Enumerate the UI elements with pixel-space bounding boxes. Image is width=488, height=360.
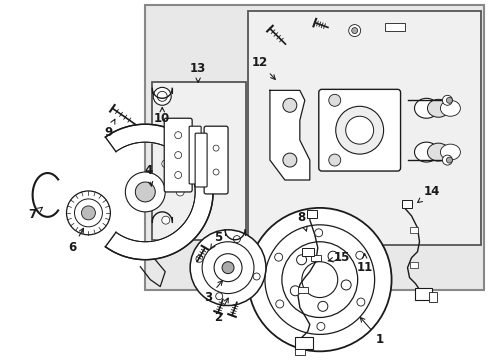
Text: 10: 10 bbox=[154, 107, 170, 125]
Circle shape bbox=[157, 91, 167, 101]
Bar bbox=[384, 23, 404, 31]
Bar bbox=[408, 262, 417, 268]
Text: 8: 8 bbox=[297, 211, 306, 231]
FancyBboxPatch shape bbox=[195, 133, 207, 187]
FancyBboxPatch shape bbox=[189, 126, 201, 184]
Text: 14: 14 bbox=[417, 185, 439, 203]
Ellipse shape bbox=[414, 142, 438, 162]
Text: 3: 3 bbox=[203, 281, 222, 304]
Circle shape bbox=[125, 172, 165, 212]
Circle shape bbox=[162, 216, 169, 224]
Bar bbox=[247, 11, 480, 245]
FancyBboxPatch shape bbox=[203, 126, 227, 194]
Circle shape bbox=[190, 230, 265, 306]
Circle shape bbox=[253, 273, 260, 280]
Text: 7: 7 bbox=[28, 207, 42, 221]
Circle shape bbox=[335, 106, 383, 154]
Circle shape bbox=[74, 199, 102, 227]
Circle shape bbox=[174, 152, 182, 159]
Circle shape bbox=[328, 94, 340, 106]
Circle shape bbox=[275, 300, 283, 308]
Circle shape bbox=[442, 95, 451, 105]
Bar bbox=[294, 349, 304, 355]
Text: 6: 6 bbox=[68, 228, 83, 254]
Bar bbox=[310, 255, 320, 261]
Circle shape bbox=[328, 154, 340, 166]
Ellipse shape bbox=[414, 98, 438, 118]
Polygon shape bbox=[269, 90, 309, 180]
Circle shape bbox=[356, 298, 364, 306]
Circle shape bbox=[214, 254, 242, 282]
Circle shape bbox=[316, 323, 324, 330]
Text: 12: 12 bbox=[251, 56, 275, 80]
Circle shape bbox=[283, 153, 296, 167]
Bar bbox=[152, 82, 245, 240]
Bar bbox=[408, 227, 417, 233]
Circle shape bbox=[345, 116, 373, 144]
Bar bbox=[306, 210, 316, 218]
Polygon shape bbox=[105, 124, 213, 260]
Circle shape bbox=[213, 169, 219, 175]
Ellipse shape bbox=[440, 100, 459, 116]
Text: 13: 13 bbox=[190, 62, 206, 82]
Circle shape bbox=[281, 242, 357, 318]
Circle shape bbox=[283, 98, 296, 112]
Circle shape bbox=[153, 87, 171, 105]
Circle shape bbox=[66, 191, 110, 235]
Circle shape bbox=[174, 171, 182, 179]
FancyBboxPatch shape bbox=[164, 118, 192, 192]
Circle shape bbox=[317, 301, 327, 311]
Circle shape bbox=[355, 251, 363, 259]
Circle shape bbox=[176, 188, 184, 196]
Ellipse shape bbox=[427, 143, 448, 161]
Circle shape bbox=[264, 225, 374, 334]
Bar bbox=[428, 292, 437, 302]
Circle shape bbox=[215, 293, 222, 300]
Bar bbox=[297, 287, 307, 293]
Circle shape bbox=[348, 24, 360, 37]
Circle shape bbox=[290, 286, 300, 296]
FancyBboxPatch shape bbox=[318, 89, 400, 171]
Circle shape bbox=[202, 242, 253, 293]
Circle shape bbox=[196, 255, 203, 262]
Circle shape bbox=[296, 255, 306, 265]
Circle shape bbox=[174, 132, 182, 139]
Circle shape bbox=[446, 97, 451, 103]
Circle shape bbox=[213, 145, 219, 151]
Circle shape bbox=[81, 206, 95, 220]
Circle shape bbox=[446, 157, 451, 163]
Text: 9: 9 bbox=[104, 119, 115, 139]
Circle shape bbox=[233, 236, 240, 243]
Bar bbox=[294, 337, 312, 349]
Bar bbox=[414, 288, 431, 300]
Ellipse shape bbox=[427, 99, 448, 117]
Circle shape bbox=[222, 262, 234, 274]
Circle shape bbox=[341, 280, 350, 290]
Ellipse shape bbox=[440, 144, 459, 160]
Circle shape bbox=[351, 28, 357, 33]
Text: 4: 4 bbox=[144, 163, 152, 186]
Circle shape bbox=[162, 160, 169, 168]
Circle shape bbox=[442, 155, 451, 165]
Text: 5: 5 bbox=[210, 231, 222, 249]
Circle shape bbox=[301, 262, 337, 298]
Text: 1: 1 bbox=[360, 318, 383, 346]
Bar bbox=[301, 248, 313, 256]
Circle shape bbox=[327, 251, 337, 261]
Text: 11: 11 bbox=[356, 254, 372, 274]
Bar bbox=[401, 200, 411, 208]
Text: 15: 15 bbox=[327, 251, 349, 264]
Circle shape bbox=[314, 229, 322, 237]
Bar bbox=[145, 5, 483, 289]
Circle shape bbox=[247, 208, 391, 351]
Circle shape bbox=[274, 253, 282, 261]
Circle shape bbox=[135, 182, 155, 202]
Text: 2: 2 bbox=[214, 298, 228, 324]
